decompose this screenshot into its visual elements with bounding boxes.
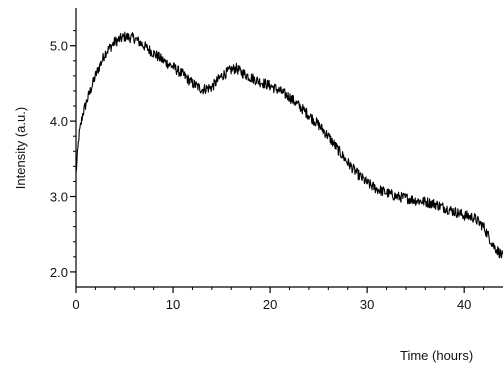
x-tick-label: 30 — [360, 297, 374, 312]
x-tick-label: 20 — [263, 297, 277, 312]
y-ticks: 2.0 3.0 4.0 5.0 — [50, 30, 76, 280]
x-tick-label: 40 — [457, 297, 471, 312]
y-tick-label: 4.0 — [50, 114, 68, 129]
y-axis-label: Intensity (a.u.) — [13, 107, 28, 189]
x-axis-label: Time (hours) — [400, 348, 473, 363]
plot-area: 0 10 20 30 40 2.0 3.0 4.0 5.0 — [50, 8, 503, 312]
x-ticks: 0 10 20 30 40 — [72, 287, 485, 312]
x-tick-label: 0 — [72, 297, 79, 312]
y-tick-label: 5.0 — [50, 39, 68, 54]
x-tick-label: 10 — [166, 297, 180, 312]
series-line — [75, 31, 503, 259]
y-tick-label: 2.0 — [50, 265, 68, 280]
y-tick-label: 3.0 — [50, 190, 68, 205]
